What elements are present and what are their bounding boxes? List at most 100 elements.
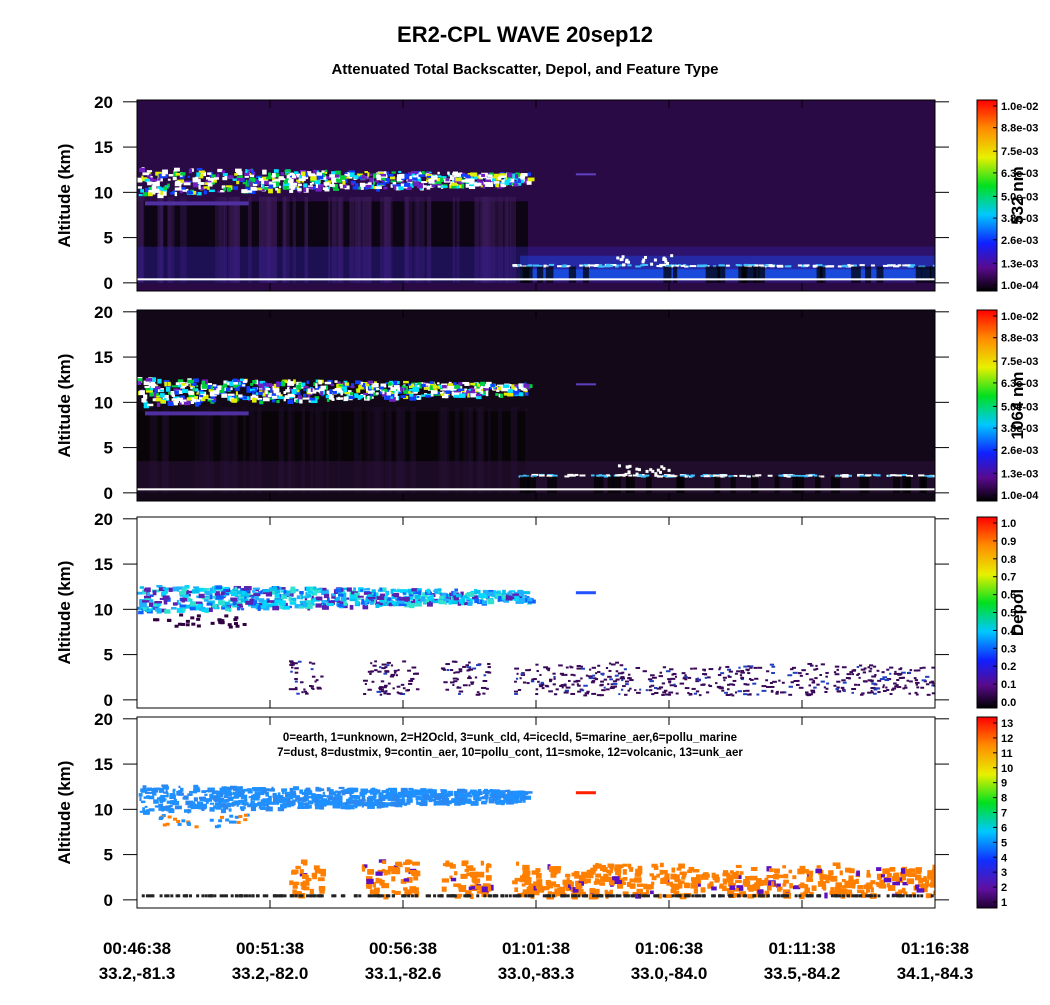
- curtain-cell: [430, 381, 435, 384]
- curtain-cell: [432, 184, 436, 187]
- curtain-cell: [208, 383, 212, 385]
- curtain-cell: [726, 874, 730, 878]
- curtain-cell: [365, 602, 368, 606]
- curtain-cell: [137, 717, 935, 908]
- curtain-cell: [387, 392, 391, 396]
- curtain-cell: [463, 684, 468, 686]
- curtain-cell: [562, 265, 565, 267]
- curtain-cell: [883, 684, 885, 686]
- curtain-cell: [684, 678, 687, 680]
- curtain-cell: [301, 691, 303, 693]
- curtain-cell: [535, 693, 538, 695]
- curtain-cell: [225, 818, 229, 821]
- curtain-cell: [394, 590, 401, 592]
- curtain-cell: [257, 181, 259, 186]
- curtain-cell: [904, 685, 906, 687]
- curtain-cell: [612, 876, 619, 880]
- curtain-cell: [751, 867, 757, 871]
- curtain-cell: [498, 596, 501, 600]
- curtain-cell: [613, 680, 616, 682]
- curtain-cell: [190, 616, 194, 619]
- curtain-cell: [770, 686, 775, 688]
- curtain-cell: [224, 587, 229, 589]
- curtain-cell: [313, 170, 317, 173]
- curtain-cell: [745, 690, 749, 692]
- curtain-cell: [439, 596, 444, 599]
- curtain-cell: [337, 179, 342, 183]
- curtain-cell: [466, 184, 470, 188]
- curtain-cell: [825, 265, 832, 267]
- curtain-cell: [396, 674, 398, 676]
- curtain-cell: [447, 386, 453, 391]
- curtain-cell: [266, 388, 271, 390]
- curtain-cell: [697, 678, 699, 680]
- curtain-cell: [453, 382, 456, 385]
- curtain-cell: [459, 393, 466, 398]
- curtain-cell: [445, 663, 450, 665]
- curtain-cell: [180, 605, 186, 608]
- curtain-cell: [650, 263, 653, 266]
- curtain-cell: [785, 265, 791, 267]
- colorbar-tick-label: 1.0e-04: [1001, 490, 1039, 502]
- curtain-cell: [826, 683, 829, 685]
- curtain-cell: [736, 264, 740, 266]
- curtain-cell: [395, 870, 400, 874]
- curtain-cell: [418, 791, 424, 795]
- curtain-cell: [295, 672, 299, 674]
- curtain-cell: [295, 866, 300, 869]
- curtain-cell: [214, 791, 219, 794]
- curtain-cell: [520, 177, 524, 179]
- curtain-cell: [902, 474, 906, 476]
- curtain-cell: [445, 179, 449, 182]
- curtain-cell: [152, 790, 158, 792]
- curtain-cell: [487, 174, 492, 177]
- curtain-cell: [917, 894, 920, 897]
- curtain-cell: [193, 387, 195, 391]
- curtain-cell: [391, 674, 396, 676]
- curtain-cell: [298, 383, 301, 385]
- curtain-cell: [625, 683, 629, 685]
- curtain-cell: [483, 894, 486, 897]
- curtain-cell: [413, 181, 419, 186]
- curtain-cell: [414, 603, 422, 607]
- curtain-cell: [290, 183, 294, 188]
- curtain-cell: [847, 673, 851, 675]
- curtain-cell: [843, 690, 846, 692]
- curtain-cell: [192, 399, 197, 402]
- curtain-cell: [230, 387, 232, 390]
- curtain-cell: [158, 808, 163, 811]
- curtain-cell: [415, 673, 420, 675]
- curtain-cell: [252, 590, 255, 593]
- curtain-cell: [520, 677, 522, 679]
- curtain-cell: [254, 596, 258, 600]
- curtain-cell: [877, 874, 880, 880]
- curtain-cell: [500, 394, 503, 398]
- curtain-cell: [142, 894, 145, 897]
- curtain-cell: [764, 685, 767, 687]
- curtain-cell: [411, 171, 417, 174]
- curtain-cell: [290, 671, 293, 673]
- curtain-cell: [383, 187, 387, 190]
- curtain-cell: [139, 168, 145, 172]
- curtain-cell: [761, 685, 763, 687]
- curtain-cell: [518, 689, 521, 691]
- curtain-cell: [350, 605, 354, 610]
- curtain-cell: [479, 791, 482, 795]
- curtain-image: [137, 100, 937, 291]
- curtain-cell: [283, 391, 286, 394]
- curtain-cell: [217, 825, 221, 828]
- curtain-cell: [416, 688, 420, 690]
- curtain-cell: [707, 676, 711, 678]
- curtain-cell: [629, 679, 633, 681]
- curtain-cell: [184, 182, 191, 185]
- curtain-cell: [694, 693, 697, 695]
- curtain-cell: [186, 620, 190, 623]
- curtain-cell: [174, 168, 180, 172]
- curtain-cell: [323, 803, 328, 806]
- curtain-cell: [386, 794, 392, 798]
- curtain-cell: [164, 600, 168, 605]
- curtain-cell: [886, 689, 889, 691]
- curtain-cell: [210, 588, 214, 591]
- curtain-cell: [574, 875, 581, 879]
- colorbar-tick-label: 0.2: [1001, 661, 1016, 673]
